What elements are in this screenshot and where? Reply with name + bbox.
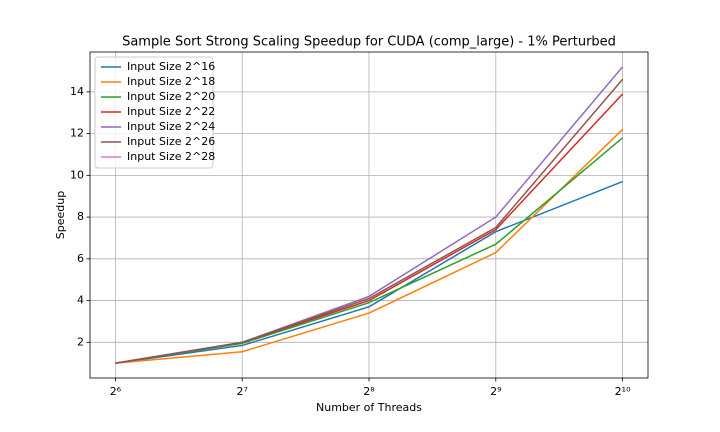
y-tick-label: 8 bbox=[77, 210, 84, 223]
legend-label: Input Size 2^20 bbox=[127, 90, 215, 103]
legend-box bbox=[94, 56, 214, 169]
x-tick-label: 2⁷ bbox=[236, 385, 247, 398]
legend-label: Input Size 2^26 bbox=[127, 135, 215, 148]
y-tick-label: 14 bbox=[70, 85, 84, 98]
y-tick-label: 4 bbox=[77, 294, 84, 307]
legend-label: Input Size 2^22 bbox=[127, 105, 215, 118]
legend-label: Input Size 2^18 bbox=[127, 75, 215, 88]
y-tick-label: 10 bbox=[70, 168, 84, 181]
x-tick-label: 2⁶ bbox=[110, 385, 122, 398]
x-axis-label: Number of Threads bbox=[316, 401, 422, 414]
series-line bbox=[115, 128, 624, 364]
x-tick-label: 2⁹ bbox=[490, 385, 501, 398]
y-tick-label: 2 bbox=[77, 335, 84, 348]
y-axis-label: Speedup bbox=[54, 191, 67, 239]
legend-label: Input Size 2^24 bbox=[127, 120, 215, 133]
chart-title: Sample Sort Strong Scaling Speedup for C… bbox=[122, 35, 616, 50]
legend-label: Input Size 2^16 bbox=[127, 60, 215, 73]
x-tick-label: 2⁸ bbox=[363, 385, 375, 398]
x-tick-label: 2¹⁰ bbox=[615, 385, 631, 398]
y-tick-label: 6 bbox=[77, 252, 84, 265]
series-line bbox=[115, 78, 624, 364]
legend-label: Input Size 2^28 bbox=[127, 150, 215, 163]
series-line bbox=[115, 180, 623, 364]
y-tick-label: 12 bbox=[70, 127, 84, 140]
plot-frame bbox=[89, 51, 649, 379]
